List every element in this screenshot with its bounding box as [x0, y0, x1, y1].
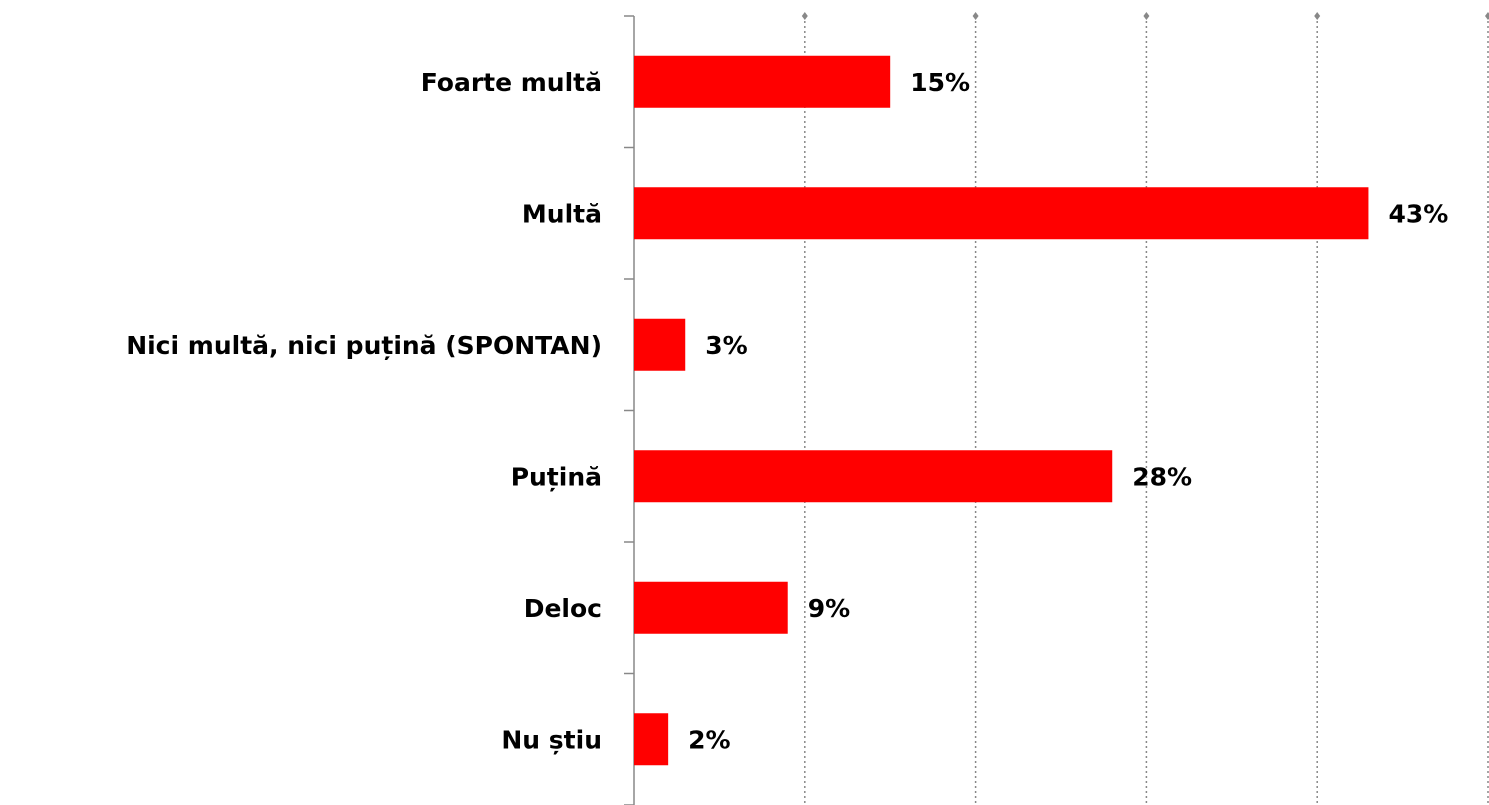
value-label: 3%	[705, 331, 747, 360]
value-label: 28%	[1132, 462, 1192, 491]
y-tick-label: Deloc	[524, 594, 602, 623]
bar	[634, 318, 686, 371]
grid-marker	[801, 12, 808, 20]
value-label: 9%	[808, 594, 850, 623]
y-tick-label: Nici multă, nici puțină (SPONTAN)	[126, 331, 602, 360]
bar	[634, 581, 788, 634]
y-tick-label: Foarte multă	[421, 68, 602, 97]
value-label: 43%	[1388, 199, 1448, 228]
y-tick-label: Puțină	[511, 462, 602, 491]
grid-marker	[1314, 12, 1321, 20]
value-label: 15%	[910, 68, 970, 97]
y-tick-label: Multă	[522, 199, 602, 228]
bar	[634, 450, 1113, 503]
grid-marker	[1485, 12, 1489, 20]
y-tick-label: Nu știu	[501, 725, 602, 754]
bar	[634, 713, 669, 766]
bar	[634, 55, 891, 108]
value-label: 2%	[688, 725, 730, 754]
grid-marker	[972, 12, 979, 20]
bar	[634, 187, 1369, 240]
grid-marker	[1143, 12, 1150, 20]
